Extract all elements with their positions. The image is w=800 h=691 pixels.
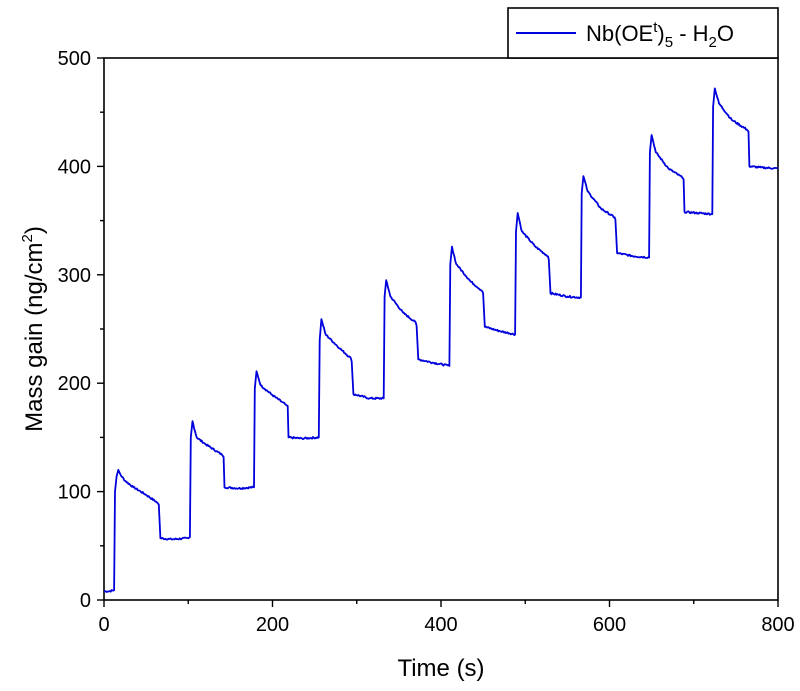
x-axis-title: Time (s) [397,655,484,682]
y-axis-title: Mass gain (ng/cm2) [19,226,48,432]
x-tick-label: 600 [593,614,626,636]
legend-label: Nb(OEt)5 - H2O [586,19,734,51]
x-tick-label: 0 [98,614,109,636]
x-tick-label: 800 [761,614,794,636]
y-tick-label: 100 [58,482,91,504]
y-tick-label: 500 [58,48,91,70]
series-line [103,87,779,593]
y-tick-label: 300 [58,265,91,287]
plot-frame [103,57,779,601]
y-tick-label: 200 [58,373,91,395]
x-axis-ticks: 0 200 400 600 800 [98,600,795,636]
y-tick-label: 400 [58,156,91,178]
legend: Nb(OEt)5 - H2O [507,7,779,59]
y-tick-label: 0 [80,590,91,612]
x-tick-label: 400 [424,614,457,636]
x-tick-label: 200 [256,614,289,636]
y-axis-ticks: 0 100 200 300 400 500 [58,48,104,612]
